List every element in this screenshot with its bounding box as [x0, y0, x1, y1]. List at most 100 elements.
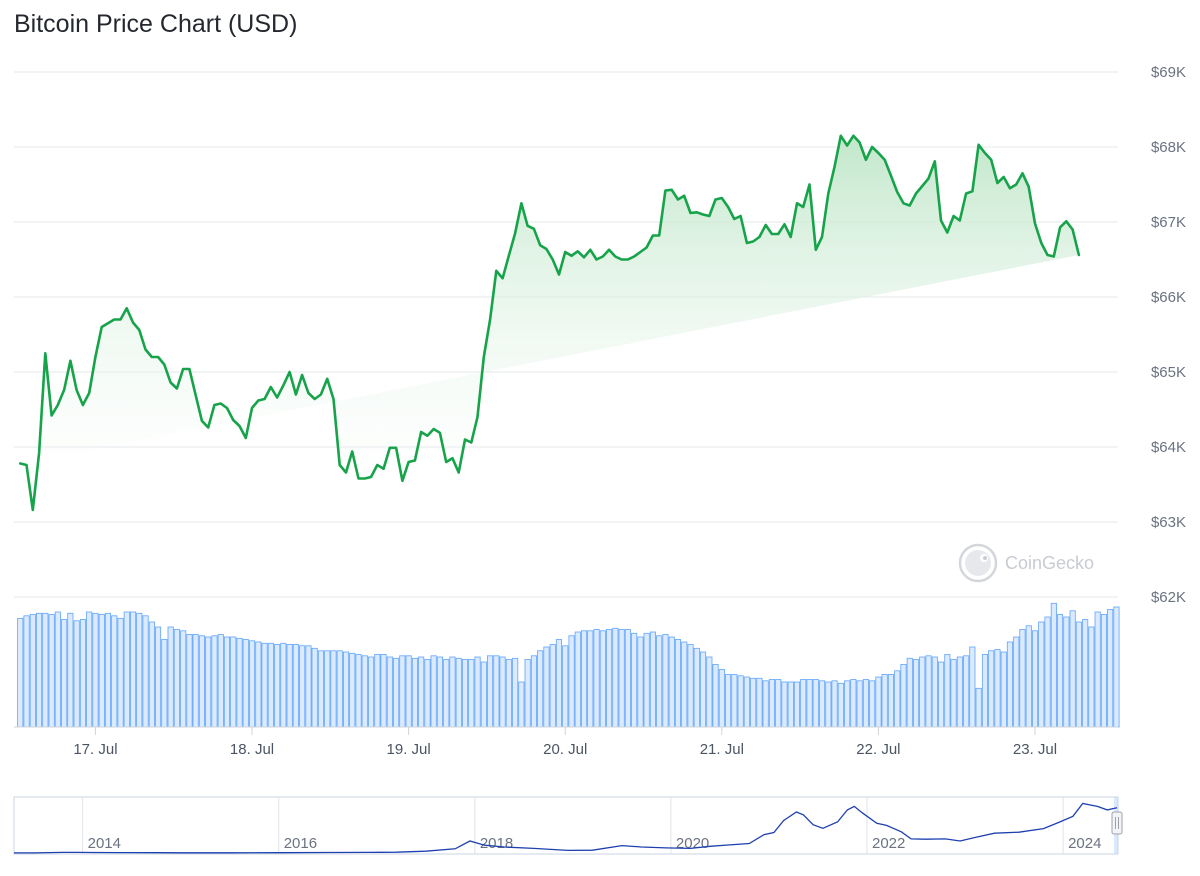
volume-bar — [1075, 621, 1082, 728]
volume-bar — [86, 611, 93, 728]
navigator-line — [14, 802, 1118, 854]
volume-bar — [299, 645, 306, 728]
x-tick-label: 22. Jul — [856, 741, 900, 758]
volume-bar — [493, 655, 500, 728]
volume-bar — [180, 630, 187, 728]
volume-bar — [136, 612, 143, 728]
volume-bar — [1100, 614, 1108, 728]
volume-bar — [668, 636, 675, 728]
volume-bar — [61, 619, 68, 728]
volume-bar — [1057, 614, 1064, 728]
volume-bar — [1032, 630, 1039, 728]
volume-bar — [1107, 609, 1114, 728]
volume-bar — [938, 661, 945, 728]
volume-bar — [737, 675, 744, 728]
y-tick-label: $62K — [1151, 589, 1186, 606]
volume-bar — [255, 641, 262, 728]
volume-bar — [900, 664, 907, 728]
volume-bar — [186, 634, 193, 728]
volume-bar — [812, 679, 819, 728]
y-tick-label: $68K — [1151, 139, 1186, 156]
volume-bar — [23, 615, 30, 728]
navigator-frame — [13, 796, 1119, 855]
watermark-label: CoinGecko — [1005, 553, 1094, 573]
x-tick-label: 21. Jul — [700, 741, 744, 758]
volume-bar — [430, 655, 437, 728]
volume-bar — [148, 621, 155, 728]
grid-lines — [14, 71, 1118, 598]
volume-bar — [455, 657, 462, 728]
volume-bar — [117, 617, 124, 728]
y-tick-label: $63K — [1151, 514, 1186, 531]
volume-bar — [267, 642, 274, 728]
volume-bar — [1050, 602, 1057, 728]
page-title: Bitcoin Price Chart (USD) — [14, 10, 298, 38]
volume-bar — [217, 634, 224, 728]
x-tick-label: 17. Jul — [73, 741, 117, 758]
volume-bar — [399, 655, 406, 728]
navigator-tick-label: 2020 — [676, 835, 709, 852]
volume-bar — [643, 632, 650, 728]
watermark: CoinGecko — [958, 543, 1094, 583]
volume-bar — [887, 674, 894, 728]
volume-bar — [280, 642, 287, 728]
volume-bar — [1006, 641, 1013, 728]
volume-bar — [787, 681, 794, 728]
volume-bar — [988, 650, 995, 728]
volume-bar — [393, 657, 400, 728]
volume-bar — [480, 661, 487, 728]
volume-bar — [486, 655, 494, 728]
volume-bar — [436, 656, 443, 728]
volume-bar — [48, 614, 55, 728]
volume-bar — [42, 612, 49, 728]
volume-bar — [211, 635, 218, 728]
volume-bar — [919, 656, 926, 728]
volume-bar — [449, 656, 456, 728]
navigator[interactable]: 2014 2016 2018 2020 2022 2024 — [13, 796, 1123, 855]
volume-bar — [718, 669, 725, 728]
volume-bar — [837, 682, 844, 728]
y-axis: $62K $63K $64K $65K $66K $67K $68K $69K — [1151, 64, 1186, 606]
volume-bar — [518, 681, 525, 728]
volume-bar — [1088, 626, 1095, 728]
volume-bar — [286, 644, 293, 728]
volume-bar — [612, 627, 619, 728]
x-axis: 17. Jul 18. Jul 19. Jul 20. Jul 21. Jul 22. J… — [73, 727, 1057, 758]
volume-bar — [36, 612, 43, 728]
volume-bar — [468, 659, 475, 728]
volume-bar — [374, 654, 381, 728]
volume-bar — [443, 659, 450, 728]
volume-bar — [173, 629, 180, 728]
navigator-tick-label: 2016 — [284, 835, 317, 852]
volume-bar — [800, 679, 807, 728]
volume-bar — [17, 617, 24, 728]
volume-bar — [825, 681, 832, 728]
volume-bar — [856, 680, 863, 728]
volume-bar — [474, 656, 481, 728]
navigator-tick-label: 2018 — [480, 835, 513, 852]
x-tick-label: 18. Jul — [230, 741, 274, 758]
volume-bar — [192, 634, 199, 728]
volume-bar — [129, 611, 137, 728]
volume-bar — [274, 644, 281, 728]
volume-bar — [154, 626, 162, 728]
volume-bar — [574, 631, 581, 728]
volume-bar — [1082, 619, 1089, 728]
volume-bar — [725, 674, 732, 728]
volume-bar — [1069, 610, 1076, 728]
volume-bar — [731, 674, 738, 728]
volume-bar — [994, 649, 1001, 728]
volume-bar — [1019, 629, 1026, 728]
volume-bar — [512, 657, 519, 728]
navigator-handle[interactable] — [1111, 811, 1123, 835]
x-tick-label: 19. Jul — [387, 741, 431, 758]
volume-bar — [631, 632, 638, 728]
volume-bar — [349, 652, 356, 728]
volume-bar — [79, 619, 87, 728]
volume-bar — [461, 659, 469, 728]
volume-bar — [499, 656, 506, 728]
volume-bar — [236, 637, 243, 728]
volume-bar — [1013, 636, 1020, 728]
volume-bar — [324, 650, 331, 728]
